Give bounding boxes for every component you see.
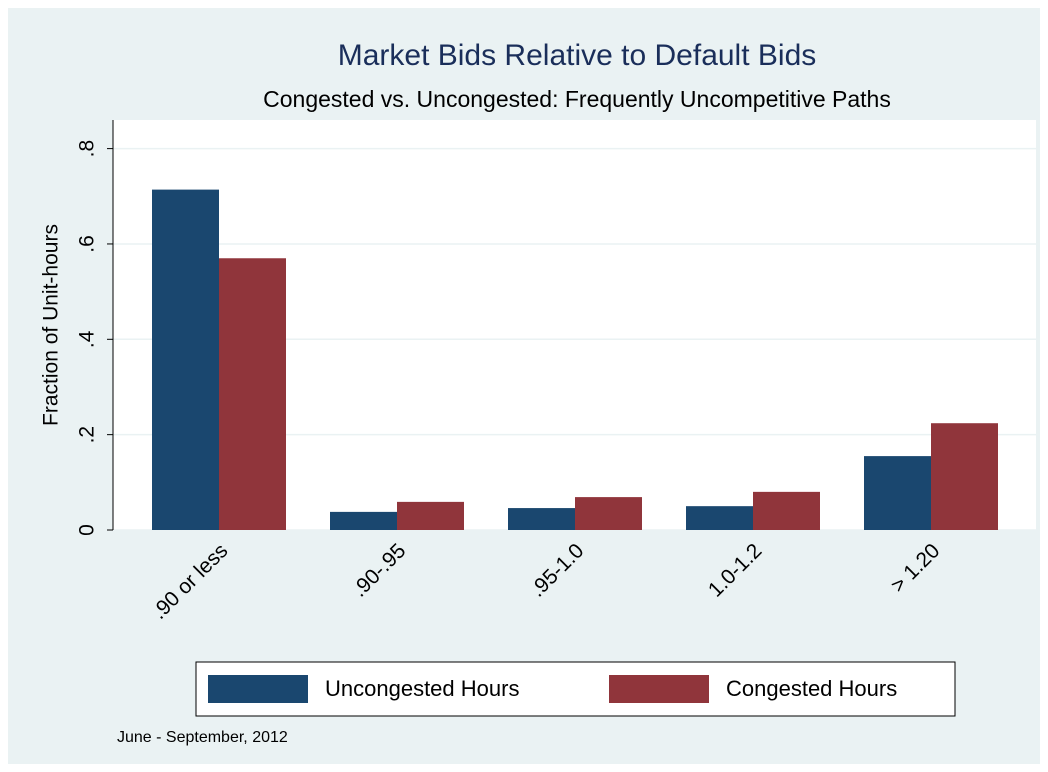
chart-title: Market Bids Relative to Default Bids (338, 39, 817, 72)
y-tick-label: .4 (76, 330, 99, 348)
legend-swatch (609, 675, 709, 703)
bar (330, 511, 397, 530)
y-axis-label: Fraction of Unit-hours (40, 224, 63, 426)
bar (864, 456, 931, 530)
bar (575, 497, 642, 530)
bar (686, 506, 753, 530)
legend-label: Congested Hours (726, 676, 897, 701)
chart-subtitle: Congested vs. Uncongested: Frequently Un… (263, 86, 891, 112)
y-tick-label: 0 (76, 524, 99, 536)
bar (508, 508, 575, 530)
bar (152, 189, 219, 530)
y-tick-label: .8 (76, 140, 99, 158)
bar (931, 423, 998, 530)
y-tick-label: .2 (76, 426, 99, 444)
bar (753, 491, 820, 530)
bar (397, 501, 464, 530)
legend-label: Uncongested Hours (325, 676, 519, 701)
legend-box (195, 661, 956, 717)
note: June - September, 2012 (117, 729, 288, 746)
legend-swatch (208, 675, 308, 703)
y-tick-label: .6 (76, 235, 99, 253)
bar (219, 258, 286, 530)
